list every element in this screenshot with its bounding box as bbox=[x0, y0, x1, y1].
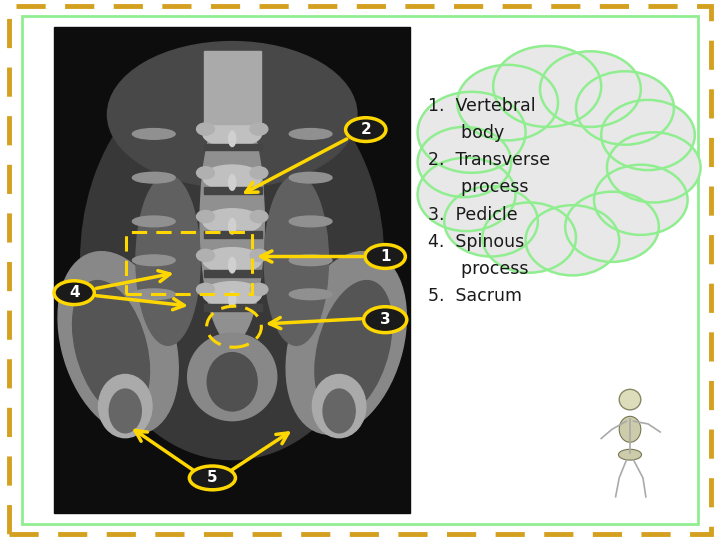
Ellipse shape bbox=[132, 129, 175, 139]
Bar bbox=[204, 304, 263, 311]
Ellipse shape bbox=[81, 61, 384, 460]
Bar bbox=[204, 231, 263, 238]
Ellipse shape bbox=[197, 167, 215, 179]
Text: 3: 3 bbox=[380, 312, 390, 327]
Ellipse shape bbox=[618, 449, 642, 460]
Circle shape bbox=[540, 51, 641, 127]
Circle shape bbox=[444, 186, 538, 256]
Ellipse shape bbox=[229, 258, 235, 273]
Ellipse shape bbox=[203, 122, 261, 146]
Bar bbox=[204, 270, 263, 277]
Ellipse shape bbox=[197, 249, 215, 261]
Ellipse shape bbox=[197, 211, 215, 222]
Bar bbox=[204, 51, 261, 124]
Ellipse shape bbox=[203, 165, 261, 190]
Ellipse shape bbox=[264, 175, 328, 346]
Ellipse shape bbox=[289, 172, 332, 183]
Ellipse shape bbox=[229, 131, 235, 146]
Circle shape bbox=[565, 192, 659, 262]
Text: 4: 4 bbox=[69, 285, 79, 300]
Ellipse shape bbox=[200, 100, 264, 343]
Ellipse shape bbox=[189, 466, 235, 490]
Ellipse shape bbox=[365, 245, 405, 268]
Ellipse shape bbox=[132, 255, 175, 266]
Ellipse shape bbox=[203, 248, 261, 273]
Ellipse shape bbox=[323, 389, 355, 433]
Circle shape bbox=[526, 205, 619, 275]
Circle shape bbox=[576, 71, 674, 145]
Ellipse shape bbox=[132, 216, 175, 227]
Circle shape bbox=[601, 100, 695, 170]
Text: 2: 2 bbox=[361, 122, 371, 137]
Ellipse shape bbox=[346, 118, 386, 141]
Ellipse shape bbox=[132, 289, 175, 300]
Ellipse shape bbox=[197, 123, 215, 135]
Ellipse shape bbox=[250, 211, 268, 222]
Circle shape bbox=[418, 158, 516, 231]
Ellipse shape bbox=[107, 42, 357, 187]
Circle shape bbox=[457, 65, 558, 140]
Ellipse shape bbox=[132, 172, 175, 183]
Circle shape bbox=[482, 202, 576, 273]
Bar bbox=[204, 187, 263, 194]
Ellipse shape bbox=[229, 219, 235, 234]
Ellipse shape bbox=[364, 307, 407, 333]
FancyBboxPatch shape bbox=[472, 92, 662, 230]
Bar bbox=[54, 27, 410, 513]
FancyBboxPatch shape bbox=[9, 6, 711, 534]
Ellipse shape bbox=[229, 175, 235, 190]
Ellipse shape bbox=[99, 375, 152, 437]
Ellipse shape bbox=[619, 416, 641, 442]
Ellipse shape bbox=[188, 333, 276, 421]
Circle shape bbox=[594, 165, 688, 235]
Bar bbox=[204, 144, 263, 151]
Circle shape bbox=[607, 132, 701, 202]
Text: 1: 1 bbox=[380, 249, 390, 264]
Ellipse shape bbox=[73, 281, 150, 415]
Ellipse shape bbox=[197, 284, 215, 295]
Ellipse shape bbox=[203, 209, 261, 234]
Text: 1.  Vertebral
      body
2.  Transverse
      process
3.  Pedicle
4.  Spinous
  : 1. Vertebral body 2. Transverse process … bbox=[428, 97, 551, 305]
Ellipse shape bbox=[289, 289, 332, 300]
Circle shape bbox=[418, 92, 526, 173]
Ellipse shape bbox=[289, 255, 332, 266]
Ellipse shape bbox=[289, 129, 332, 139]
Ellipse shape bbox=[286, 252, 406, 434]
Ellipse shape bbox=[136, 175, 200, 346]
Circle shape bbox=[493, 46, 601, 127]
Ellipse shape bbox=[312, 375, 366, 437]
Ellipse shape bbox=[250, 123, 268, 135]
Circle shape bbox=[418, 127, 511, 197]
Ellipse shape bbox=[229, 292, 235, 307]
Ellipse shape bbox=[203, 282, 261, 307]
Ellipse shape bbox=[58, 252, 179, 434]
Ellipse shape bbox=[54, 281, 94, 305]
Ellipse shape bbox=[315, 281, 392, 415]
Bar bbox=[126, 232, 252, 294]
Ellipse shape bbox=[250, 167, 268, 179]
Ellipse shape bbox=[250, 284, 268, 295]
Ellipse shape bbox=[619, 389, 641, 410]
Ellipse shape bbox=[250, 249, 268, 261]
Ellipse shape bbox=[207, 353, 257, 411]
Ellipse shape bbox=[289, 216, 332, 227]
Ellipse shape bbox=[109, 389, 141, 433]
Text: 5: 5 bbox=[207, 470, 217, 485]
